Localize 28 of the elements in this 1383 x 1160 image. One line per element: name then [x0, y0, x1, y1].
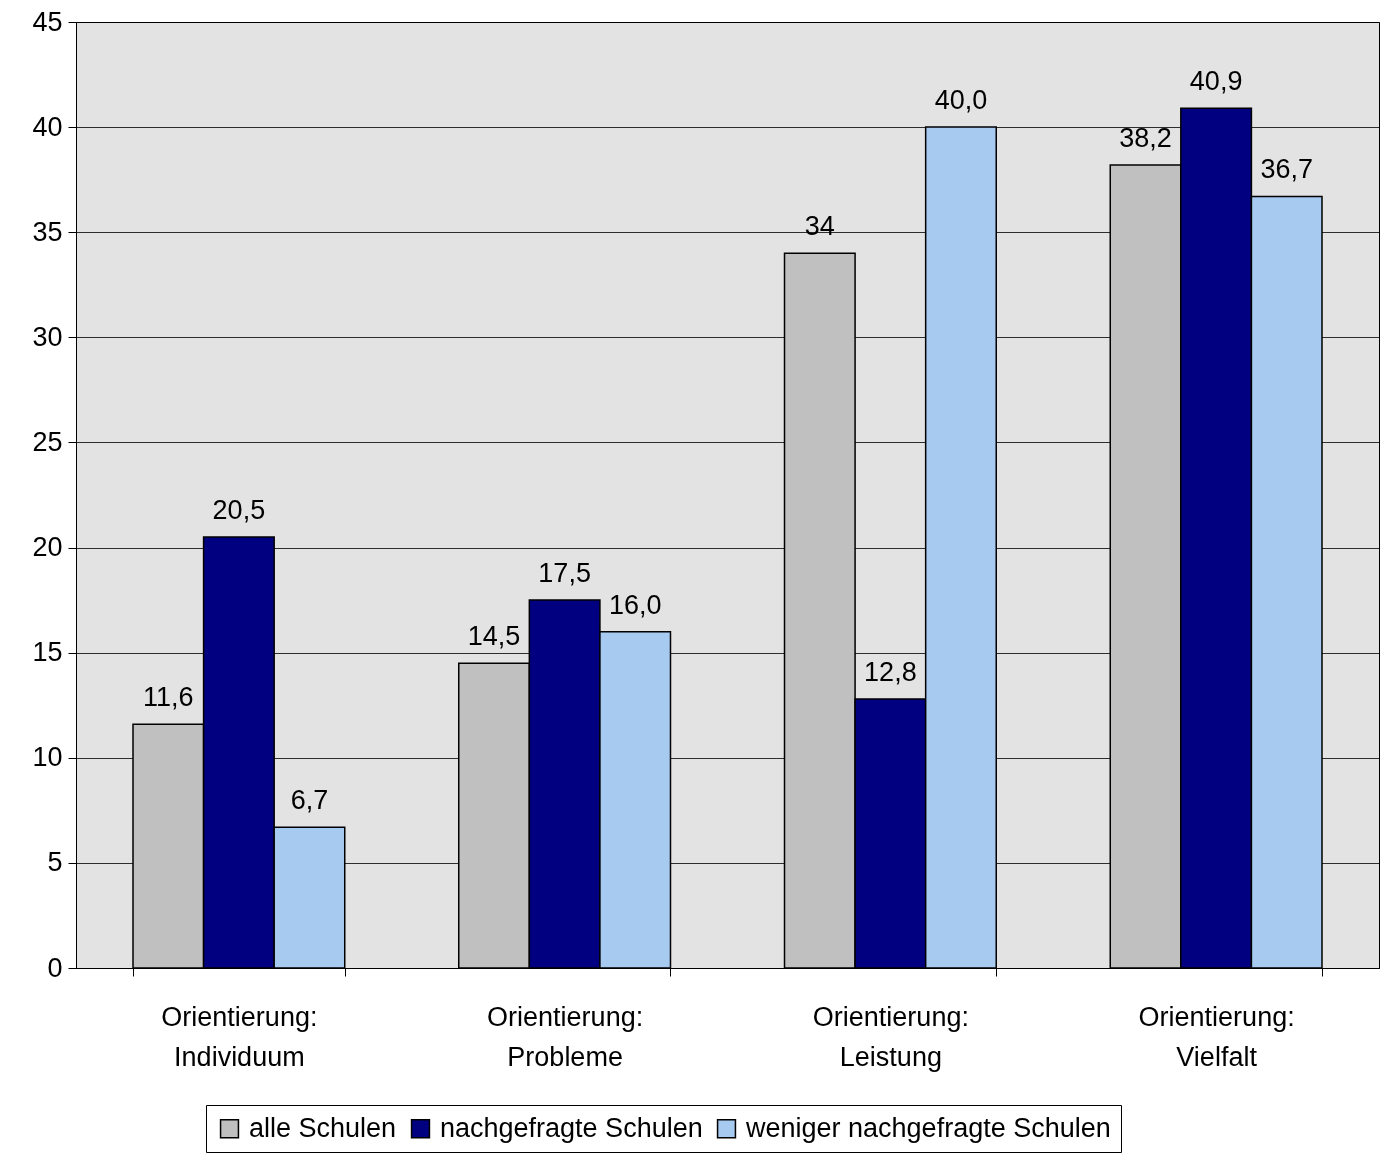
data-label: 36,7	[1260, 154, 1313, 185]
y-tick-label: 40	[32, 111, 63, 142]
legend-label: alle Schulen	[249, 1112, 397, 1143]
data-label: 40,9	[1189, 66, 1243, 97]
data-label: 11,6	[143, 682, 194, 713]
legend-label: weniger nachgefragte Schulen	[745, 1112, 1111, 1143]
data-label: 40,0	[934, 85, 988, 116]
y-tick-label: 35	[32, 216, 63, 247]
y-tick-label: 30	[32, 321, 63, 352]
x-tick-label: Orientierung: Leistung	[812, 1001, 969, 1072]
data-label: 17,5	[538, 558, 591, 589]
x-tick-label: Orientierung: Probleme	[487, 1001, 644, 1072]
data-label: 12,8	[864, 656, 917, 687]
y-tick-label: 25	[32, 426, 63, 457]
x-tick-label: Orientierung: Vielfalt	[1138, 1001, 1295, 1072]
data-label: 16,0	[608, 589, 662, 620]
x-tick-label: Orientierung: Individuum	[161, 1001, 318, 1072]
y-tick-label: 10	[32, 742, 63, 773]
legend-label: nachgefragte Schulen	[440, 1112, 703, 1143]
y-tick-label: 45	[32, 6, 63, 37]
y-tick-label: 0	[47, 952, 63, 983]
y-tick-label: 20	[32, 532, 63, 563]
data-label: 6,7	[290, 785, 329, 816]
data-label: 20,5	[212, 495, 266, 526]
data-label: 14,5	[467, 621, 521, 652]
data-label: 38,2	[1119, 122, 1172, 153]
y-tick-label: 5	[47, 847, 63, 878]
y-tick-label: 15	[32, 637, 63, 668]
